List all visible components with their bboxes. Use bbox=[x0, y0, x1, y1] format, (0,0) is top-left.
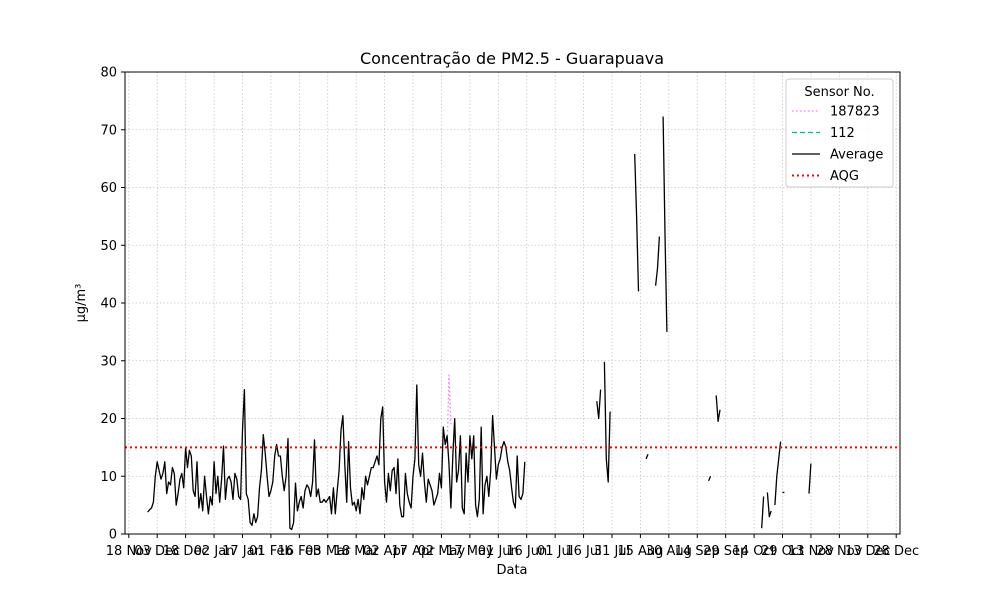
series-line-average bbox=[707, 476, 712, 482]
y-tick-label: 70 bbox=[100, 123, 117, 138]
series-line-average bbox=[654, 236, 661, 286]
x-tick-label: 17 Jan bbox=[222, 544, 263, 559]
grid bbox=[125, 71, 900, 535]
x-tick-label: 15 Aug bbox=[617, 544, 663, 559]
y-tick-label: 80 bbox=[100, 66, 117, 81]
series-line-average bbox=[634, 153, 640, 292]
series-layer bbox=[147, 116, 812, 531]
x-tick-label: 02 Jan bbox=[194, 544, 235, 559]
x-tick-label: 16 Jun bbox=[506, 544, 547, 559]
y-tick-label: 0 bbox=[109, 528, 117, 543]
x-tick-label: 02 May bbox=[418, 544, 466, 559]
series-line-average bbox=[774, 441, 782, 506]
series-line-average bbox=[766, 492, 772, 518]
y-tick-label: 60 bbox=[100, 181, 117, 196]
chart-title: Concentração de PM2.5 - Guarapuava bbox=[360, 49, 664, 68]
x-tick-label: 30 Aug bbox=[646, 544, 692, 559]
x-tick-label: 14 Oct bbox=[733, 544, 776, 559]
y-axis-ticks: 0 10 20 30 40 50 60 70 80 bbox=[100, 66, 125, 543]
x-tick-label: 29 Oct bbox=[761, 544, 804, 559]
legend-label: 112 bbox=[830, 126, 855, 141]
series-line-187823 bbox=[446, 374, 452, 448]
series-line-average bbox=[715, 395, 721, 423]
series-line-average bbox=[645, 454, 649, 460]
legend-label: 187823 bbox=[830, 105, 880, 120]
series-line-average bbox=[761, 496, 765, 529]
x-tick-label: 02 Apr bbox=[363, 544, 407, 559]
x-tick-label: 03 Dec bbox=[134, 544, 180, 559]
x-tick-label: 28 Nov bbox=[816, 544, 862, 559]
y-tick-label: 40 bbox=[100, 297, 117, 312]
x-tick-label: 18 Nov bbox=[106, 544, 152, 559]
x-tick-label: 18 Mar bbox=[334, 544, 380, 559]
x-tick-label: 01 Jul bbox=[537, 544, 573, 559]
y-tick-label: 30 bbox=[100, 354, 117, 369]
legend-box bbox=[785, 78, 894, 188]
x-tick-label: 17 May bbox=[446, 544, 494, 559]
series-line-average bbox=[808, 463, 812, 494]
x-tick-label: 16 Feb bbox=[277, 544, 321, 559]
series-line-average bbox=[603, 361, 611, 483]
x-tick-label: 18 Dec bbox=[163, 544, 209, 559]
y-tick-label: 10 bbox=[100, 470, 117, 485]
y-axis-label: μg/m³ bbox=[74, 284, 89, 323]
x-tick-label: 17 Apr bbox=[391, 544, 435, 559]
x-axis-label: Data bbox=[496, 563, 527, 578]
x-tick-label: 03 Mar bbox=[305, 544, 351, 559]
x-tick-label: 01 Feb bbox=[249, 544, 293, 559]
x-tick-label: 13 Dec bbox=[845, 544, 891, 559]
series-line-average bbox=[596, 389, 602, 420]
x-tick-label: 13 Nov bbox=[788, 544, 834, 559]
legend-label: Average bbox=[830, 148, 883, 163]
y-tick-label: 20 bbox=[100, 412, 117, 427]
legend: Sensor No. 187823 112 Average AQG bbox=[785, 78, 894, 188]
legend-label: AQG bbox=[830, 169, 859, 184]
y-tick-label: 50 bbox=[100, 239, 117, 254]
x-tick-label: 28 Dec bbox=[873, 544, 919, 559]
x-tick-label: 29 Sep bbox=[703, 544, 748, 559]
legend-title: Sensor No. bbox=[804, 85, 874, 100]
x-tick-label: 16 Jul bbox=[565, 544, 601, 559]
series-line-average bbox=[662, 116, 668, 332]
series-line-average bbox=[147, 384, 526, 531]
x-tick-label: 31 Jul bbox=[594, 544, 630, 559]
x-tick-label: 01 Jun bbox=[478, 544, 519, 559]
x-tick-label: 14 Sep bbox=[675, 544, 720, 559]
